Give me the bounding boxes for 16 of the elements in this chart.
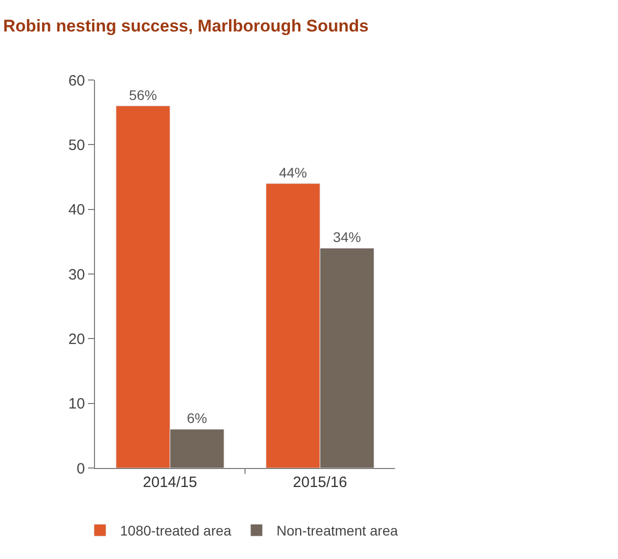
y-tick-label: 60 <box>68 72 85 90</box>
legend-label: Non-treatment area <box>276 522 398 539</box>
data-label: 34% <box>332 229 362 246</box>
legend-label: 1080-treated area <box>120 522 232 539</box>
y-tick-label: 40 <box>68 202 85 219</box>
y-tick-label: 10 <box>68 396 85 413</box>
y-tick-label: 30 <box>68 266 85 284</box>
x-tick-label: 2014/15 <box>142 474 198 491</box>
x-tick-label: 2015/16 <box>292 474 348 491</box>
y-tick-label: 0 <box>76 460 85 478</box>
y-tick-label: 20 <box>68 330 85 348</box>
y-tick-label: 50 <box>68 136 85 154</box>
data-label: 6% <box>186 410 208 426</box>
data-label: 44% <box>278 164 308 180</box>
data-label: 56% <box>128 86 158 103</box>
chart-title: Robin nesting success, Marlborough Sounds <box>3 16 369 36</box>
